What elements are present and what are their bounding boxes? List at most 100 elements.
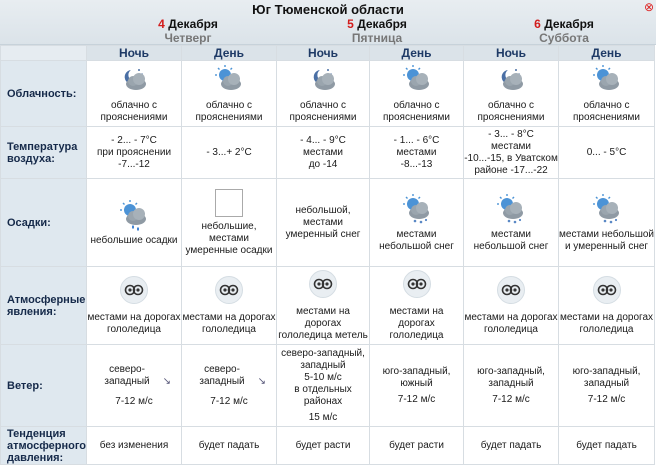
day-number: 4 [158,17,165,31]
pressure-cell: будет расти [369,426,465,465]
day-weekday: Суббота [539,31,589,45]
phenomena-cell: местами на дорогах гололедица метель [276,266,371,345]
pressure-row: Тенденция атмосферного давления: без изм… [0,426,656,465]
light-precipitation-icon [120,199,147,231]
wind-cell: северо-западный ↘ 7-12 м/с [181,344,278,427]
cloud-cell: облачно с прояснениями [558,60,656,127]
wind-speed: 5-10 м/с [304,371,342,383]
cloud-cell: облачно с прояснениями [276,60,371,127]
day-weekday: Четверг [164,31,212,45]
temp-main: - 1... - 6°C [393,134,440,146]
precip-text: местами небольшой снег [473,228,549,252]
day-month: Декабря [168,17,218,31]
cloud-cell: облачно с прояснениями [369,60,465,127]
wind-cell: северо-западный ↘ 7-12 м/с [86,344,183,427]
cloud-cell: облачно с прояснениями [181,60,278,127]
wind-speed: 7-12 м/с [587,393,626,405]
period-day: День [558,45,656,61]
row-label-temp: Температура воздуха: [0,126,88,179]
wind-direction: северо-западный, западный [281,347,365,371]
pressure-cell: будет падать [558,426,656,465]
close-icon[interactable]: ⊗ [643,0,654,14]
icy-road-icon [215,275,244,304]
wind-speed: 7-12 м/с [492,393,530,405]
wind-cell: юго-западный, западный 7-12 м/с [463,344,560,427]
phenomena-cell: местами на дорогах гололедица [558,266,656,345]
temp-extra: местами [491,140,531,152]
wind-arrow-icon: ↘ [162,375,172,387]
temp-extra: до -14 [308,158,338,170]
day-month: Декабря [357,17,407,31]
phenomena-cell: местами на дорогах гололедица [369,266,465,345]
wind-speed: 7-12 м/с [210,395,248,407]
temp-cell: - 4... - 9°C местами до -14 [276,126,371,179]
temp-main: - 4... - 9°C [300,134,346,146]
period-night: Ночь [276,45,371,61]
wind-row: Ветер: северо-западный ↘ 7-12 м/с северо-з… [0,344,656,427]
cloud-cell: облачно с прояснениями [463,60,560,127]
phenomena-cell: местами на дорогах гололедица [86,266,183,345]
row-label-pressure: Тенденция атмосферного давления: [0,426,88,465]
wind-direction: юго-западный, южный [382,365,451,389]
day-header-3: 6 Декабря Суббота [469,17,656,45]
precip-text: небольшой, местами умеренный снег [285,204,361,240]
wind-cell: юго-западный, южный 7-12 м/с [369,344,465,427]
pressure-cell: без изменения [86,426,183,465]
night-partly-cloudy-icon [124,68,147,90]
period-day: День [181,45,278,61]
precip-row: Осадки: небольшие осадки небольшие, мест… [0,178,656,267]
period-night: Ночь [86,45,183,61]
temp-cell: - 3... - 8°C местами -10...-15, в Уватском… [463,126,560,179]
wind-direction: юго-западный, западный [572,365,641,389]
phenomena-text: местами на дорогах гололедица [389,305,444,341]
light-snow-icon [497,193,524,223]
temp-extra: местами [303,146,343,158]
region-title: Юг Тюменской области [252,2,404,17]
temp-cell: 0... - 5°C [558,126,656,179]
temp-cell: - 1... - 6°C местами -8...-13 [369,126,465,179]
row-label-phenomena: Атмосферные явления: [0,266,88,345]
precip-text: небольшие осадки [90,234,178,246]
broken-image-icon [215,188,244,217]
temp-cell: - 2... - 7°C при прояснении -7...-12 [86,126,183,179]
cloud-row: Облачность: облачно с прояснениями облач… [0,60,656,127]
cloud-text: облачно с прояснениями [100,99,168,123]
temp-main: - 2... - 7°C [111,134,157,146]
precip-cell: небольшие, местами умеренные осадки [181,178,278,267]
precip-text: небольшие, местами умеренные осадки [185,220,273,256]
wind-cell: северо-западный, западный 5-10 м/с в отдел… [276,344,371,427]
phenomena-text: местами на дорогах гололедица [464,311,558,335]
cloud-text: облачно с прояснениями [573,99,641,123]
day-partly-cloudy-icon [215,64,242,90]
wind-speed: 7-12 м/с [397,393,436,405]
temp-extra: при прояснении [96,146,172,158]
day-partly-cloudy-icon [592,64,619,90]
precip-cell: местами небольшой и умеренный снег [558,178,656,267]
light-snow-icon [402,193,429,223]
precip-text: местами небольшой и умеренный снег [559,228,654,252]
day-number: 6 [534,17,541,31]
precip-cell: местами небольшой снег [463,178,560,267]
cloud-text: облачно с прояснениями [383,99,451,123]
temp-extra: -8...-13 [400,158,433,170]
wind-arrow-icon: ↘ [257,375,267,387]
icy-road-icon [497,275,526,304]
wind-speed: 7-12 м/с [115,395,153,407]
day-number: 5 [347,17,354,31]
pressure-cell: будет падать [181,426,278,465]
row-label-cloud: Облачность: [0,60,88,127]
phenomena-text: местами на дорогах гололедица [559,311,654,335]
temp-extra: -7...-12 [118,158,150,170]
temp-main: 0... - 5°C [586,146,627,158]
period-row: Ночь День Ночь День Ночь День [0,45,656,61]
icy-road-icon [592,275,621,304]
phenomena-row: Атмосферные явления: местами на дорогах … [0,266,656,345]
temp-extra: местами [396,146,437,158]
pressure-cell: будет расти [276,426,371,465]
period-day: День [369,45,465,61]
temp-main: - 3... - 8°C [488,128,534,140]
forecast-table: Ночь День Ночь День Ночь День Облачность… [0,45,656,465]
night-partly-cloudy-icon [313,68,336,90]
day-header-1: 4 Декабря Четверг [93,17,283,45]
icy-road-icon [402,269,431,298]
